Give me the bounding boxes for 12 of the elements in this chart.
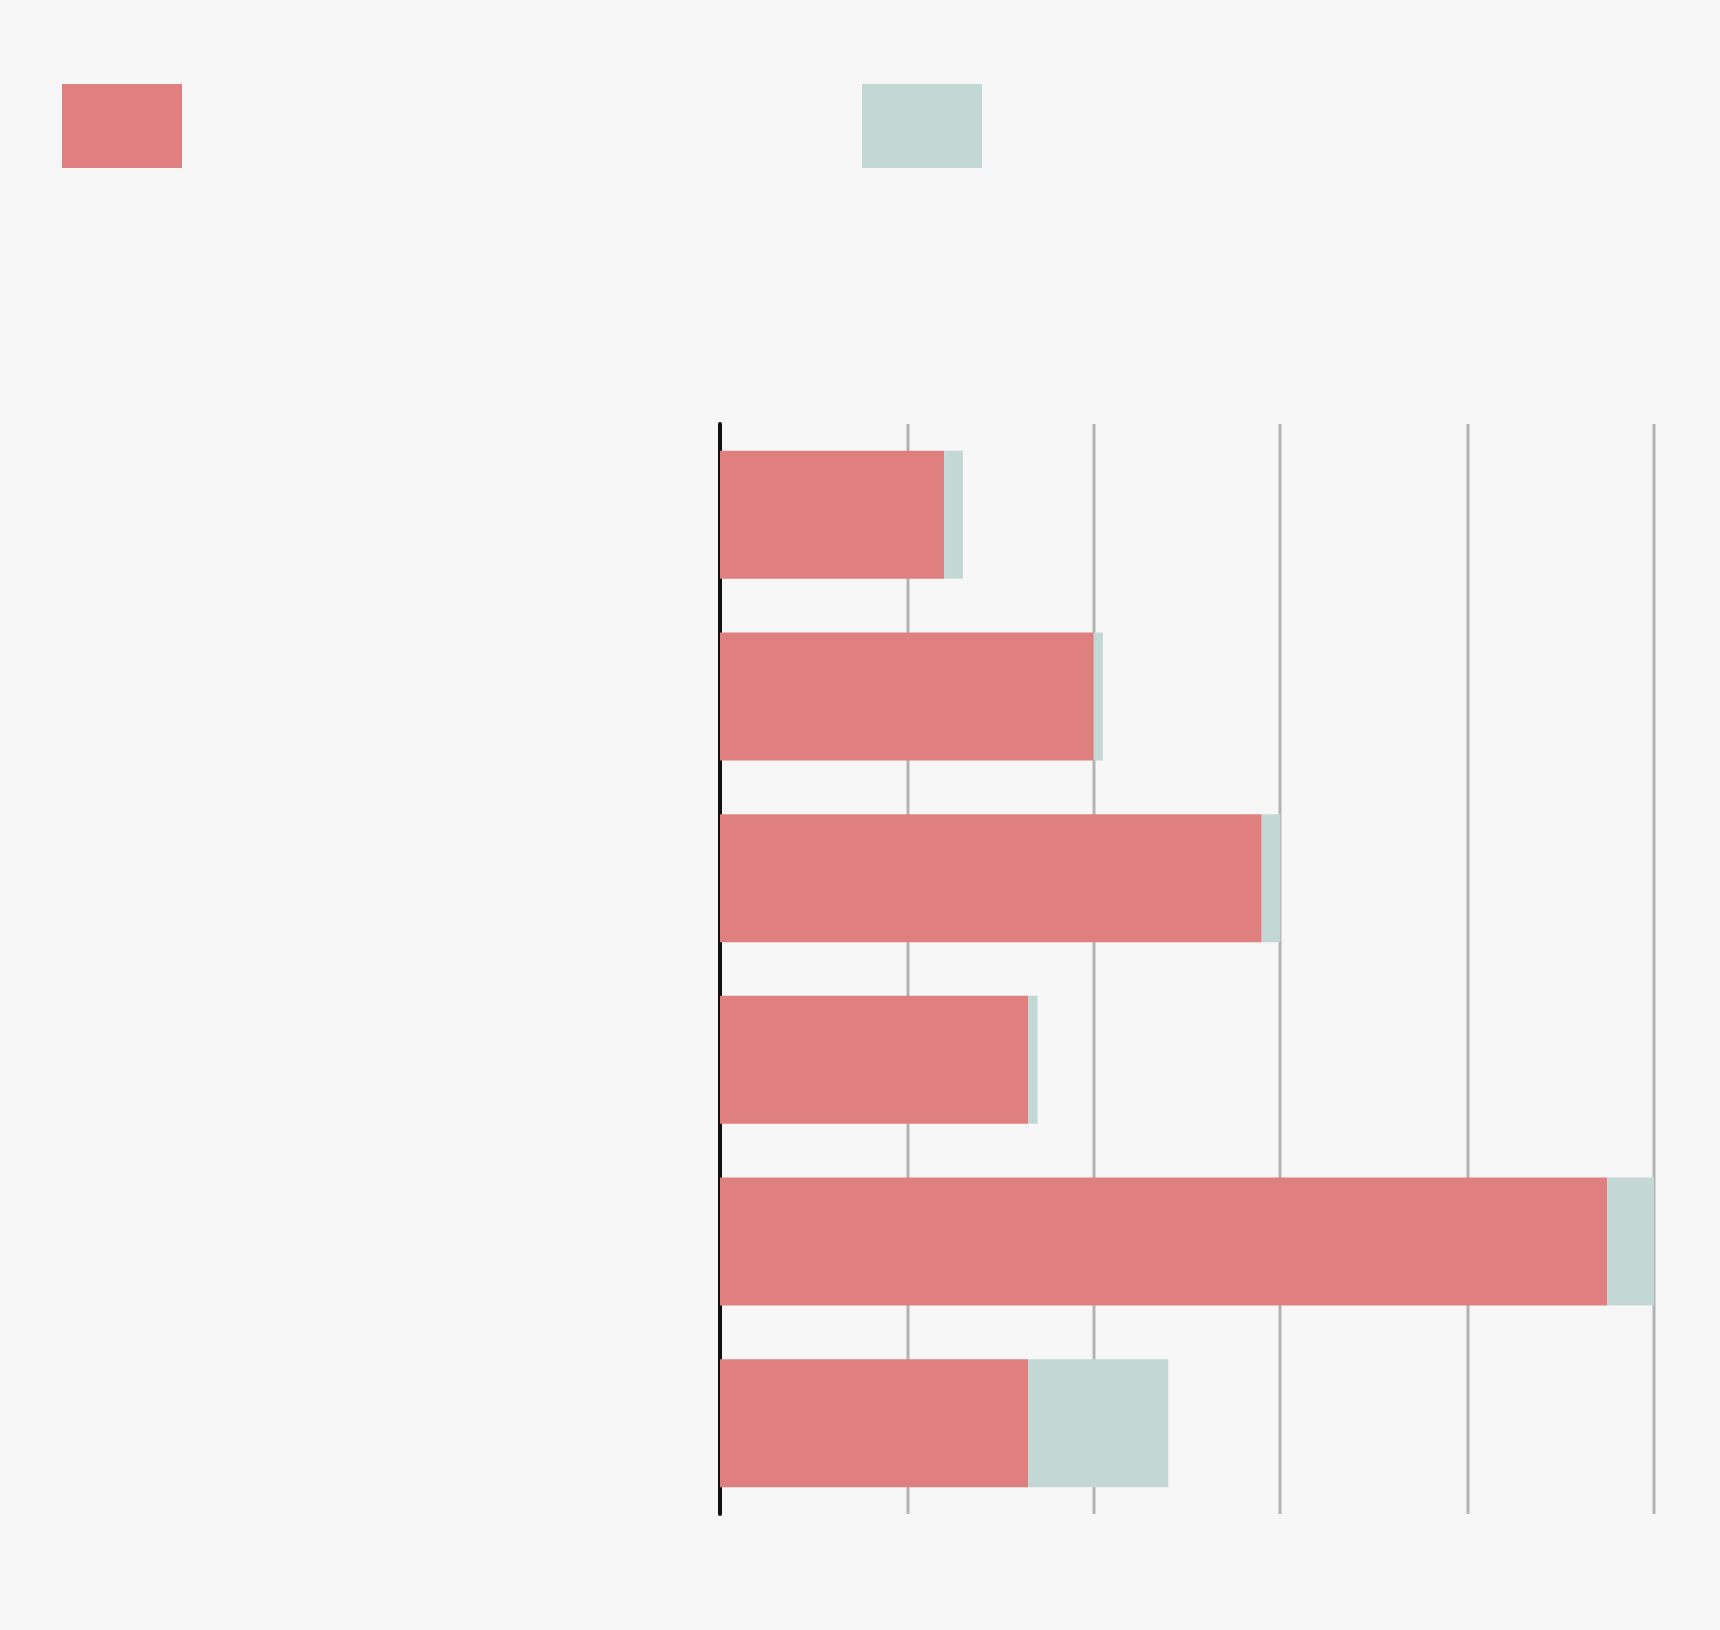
bar bbox=[720, 814, 1262, 943]
bar bbox=[1028, 995, 1038, 1124]
bar bbox=[720, 632, 1094, 761]
bar bbox=[720, 995, 1029, 1124]
bar bbox=[720, 1359, 1029, 1488]
bar bbox=[1028, 1359, 1169, 1488]
bar bbox=[944, 450, 963, 579]
bar bbox=[720, 450, 945, 579]
bar bbox=[1261, 814, 1281, 943]
bar bbox=[1093, 632, 1103, 761]
bar bbox=[720, 1177, 1608, 1306]
bar bbox=[1607, 1177, 1654, 1306]
